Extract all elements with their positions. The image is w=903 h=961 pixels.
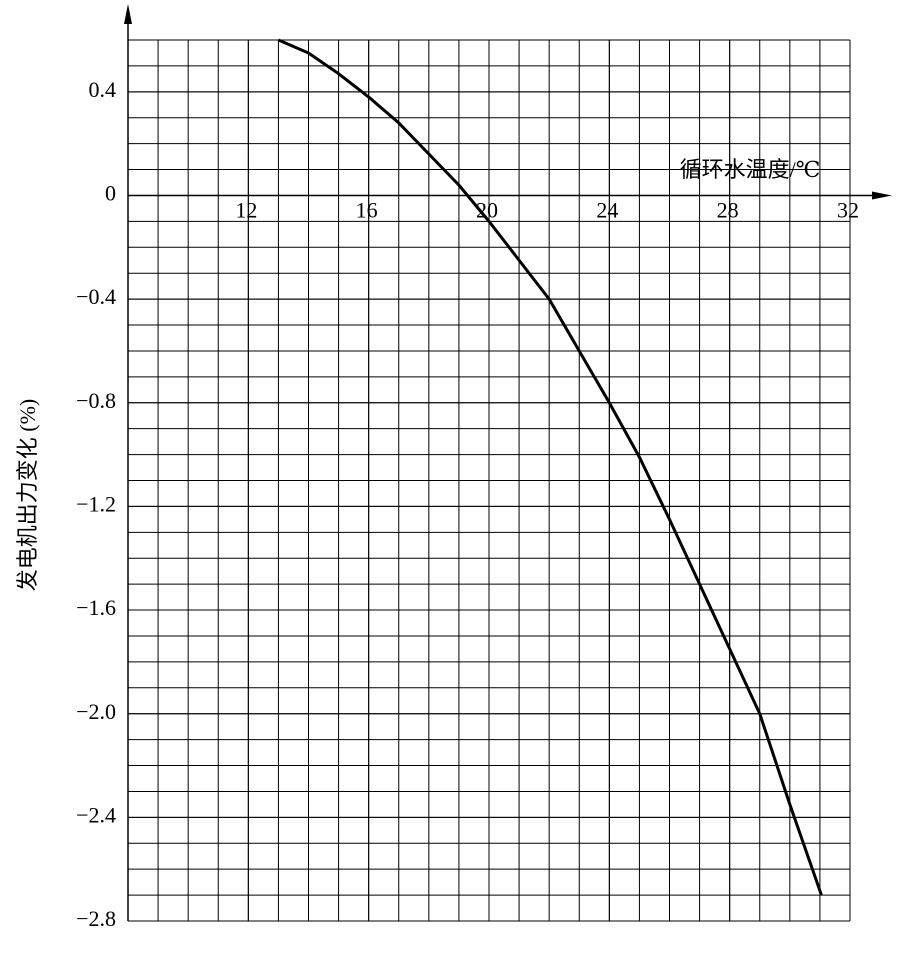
y-tick-label: −0.8 [76,388,116,413]
y-tick-label: −0.4 [76,284,116,309]
y-tick-label: 0 [105,181,116,206]
y-tick-label: −2.0 [76,699,116,724]
line [277,38,823,896]
y-tick-label: −2.8 [76,906,116,931]
y-axis-label: 发电机出力变化 (%) [15,399,40,591]
x-tick-label: 24 [596,198,618,223]
y-tick-label: 0.4 [89,77,117,102]
x-axis-arrow [872,191,892,200]
x-tick-label: 20 [476,198,498,223]
x-tick-label: 12 [235,198,257,223]
y-tick-label: −1.2 [76,491,116,516]
x-tick-label: 32 [837,198,859,223]
x-tick-label: 16 [356,198,378,223]
y-axis-arrow [124,4,132,24]
x-tick-label: 28 [717,198,739,223]
y-tick-label: −2.4 [76,802,116,827]
y-tick-label: −1.6 [76,595,116,620]
